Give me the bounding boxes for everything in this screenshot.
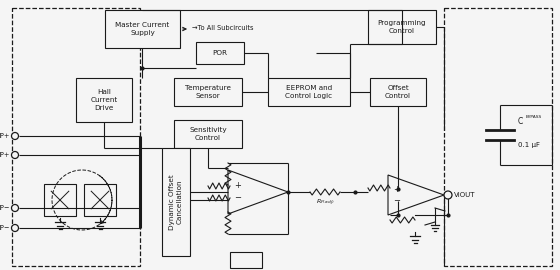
- Text: +: +: [235, 181, 241, 191]
- Bar: [12, 8, 140, 266]
- Text: −: −: [394, 197, 400, 205]
- Text: Master Current
Supply: Master Current Supply: [115, 22, 170, 36]
- Text: IP+: IP+: [0, 133, 10, 139]
- Text: IP−: IP−: [0, 225, 10, 231]
- Text: IP−: IP−: [0, 205, 10, 211]
- Bar: [174, 78, 242, 106]
- Text: +: +: [394, 184, 400, 194]
- Text: Programming
Control: Programming Control: [377, 20, 426, 34]
- Text: $R_{F(adj)}$: $R_{F(adj)}$: [316, 198, 334, 208]
- Polygon shape: [388, 175, 444, 215]
- Text: POR: POR: [212, 50, 227, 56]
- Bar: [105, 10, 180, 48]
- Text: BYPASS: BYPASS: [526, 115, 542, 119]
- Text: −: −: [235, 194, 241, 202]
- Text: Temperature
Sensor: Temperature Sensor: [185, 85, 231, 99]
- Text: 0.1 μF: 0.1 μF: [518, 142, 540, 148]
- Bar: [444, 8, 552, 266]
- Bar: [76, 78, 132, 122]
- Bar: [230, 252, 262, 268]
- Text: Hall
Current
Drive: Hall Current Drive: [90, 89, 118, 110]
- Text: EEPROM and
Control Logic: EEPROM and Control Logic: [286, 85, 333, 99]
- Bar: [162, 148, 190, 256]
- Circle shape: [12, 151, 18, 158]
- Circle shape: [12, 133, 18, 140]
- Text: Sensitivity
Control: Sensitivity Control: [189, 127, 227, 141]
- Text: →To All Subcircuits: →To All Subcircuits: [192, 25, 254, 31]
- Bar: [174, 120, 242, 148]
- Text: Offset
Control: Offset Control: [385, 85, 411, 99]
- Polygon shape: [228, 170, 288, 214]
- Circle shape: [12, 224, 18, 231]
- Bar: [368, 10, 436, 44]
- Text: VIOUT: VIOUT: [454, 192, 475, 198]
- Text: Dynamic Offset
Cancellation: Dynamic Offset Cancellation: [169, 174, 183, 230]
- Bar: [84, 184, 116, 216]
- Bar: [268, 78, 350, 106]
- Bar: [196, 42, 244, 64]
- Text: IP+: IP+: [0, 152, 10, 158]
- Circle shape: [12, 204, 18, 211]
- Text: C: C: [518, 116, 523, 126]
- Circle shape: [444, 191, 452, 199]
- Bar: [44, 184, 76, 216]
- Bar: [370, 78, 426, 106]
